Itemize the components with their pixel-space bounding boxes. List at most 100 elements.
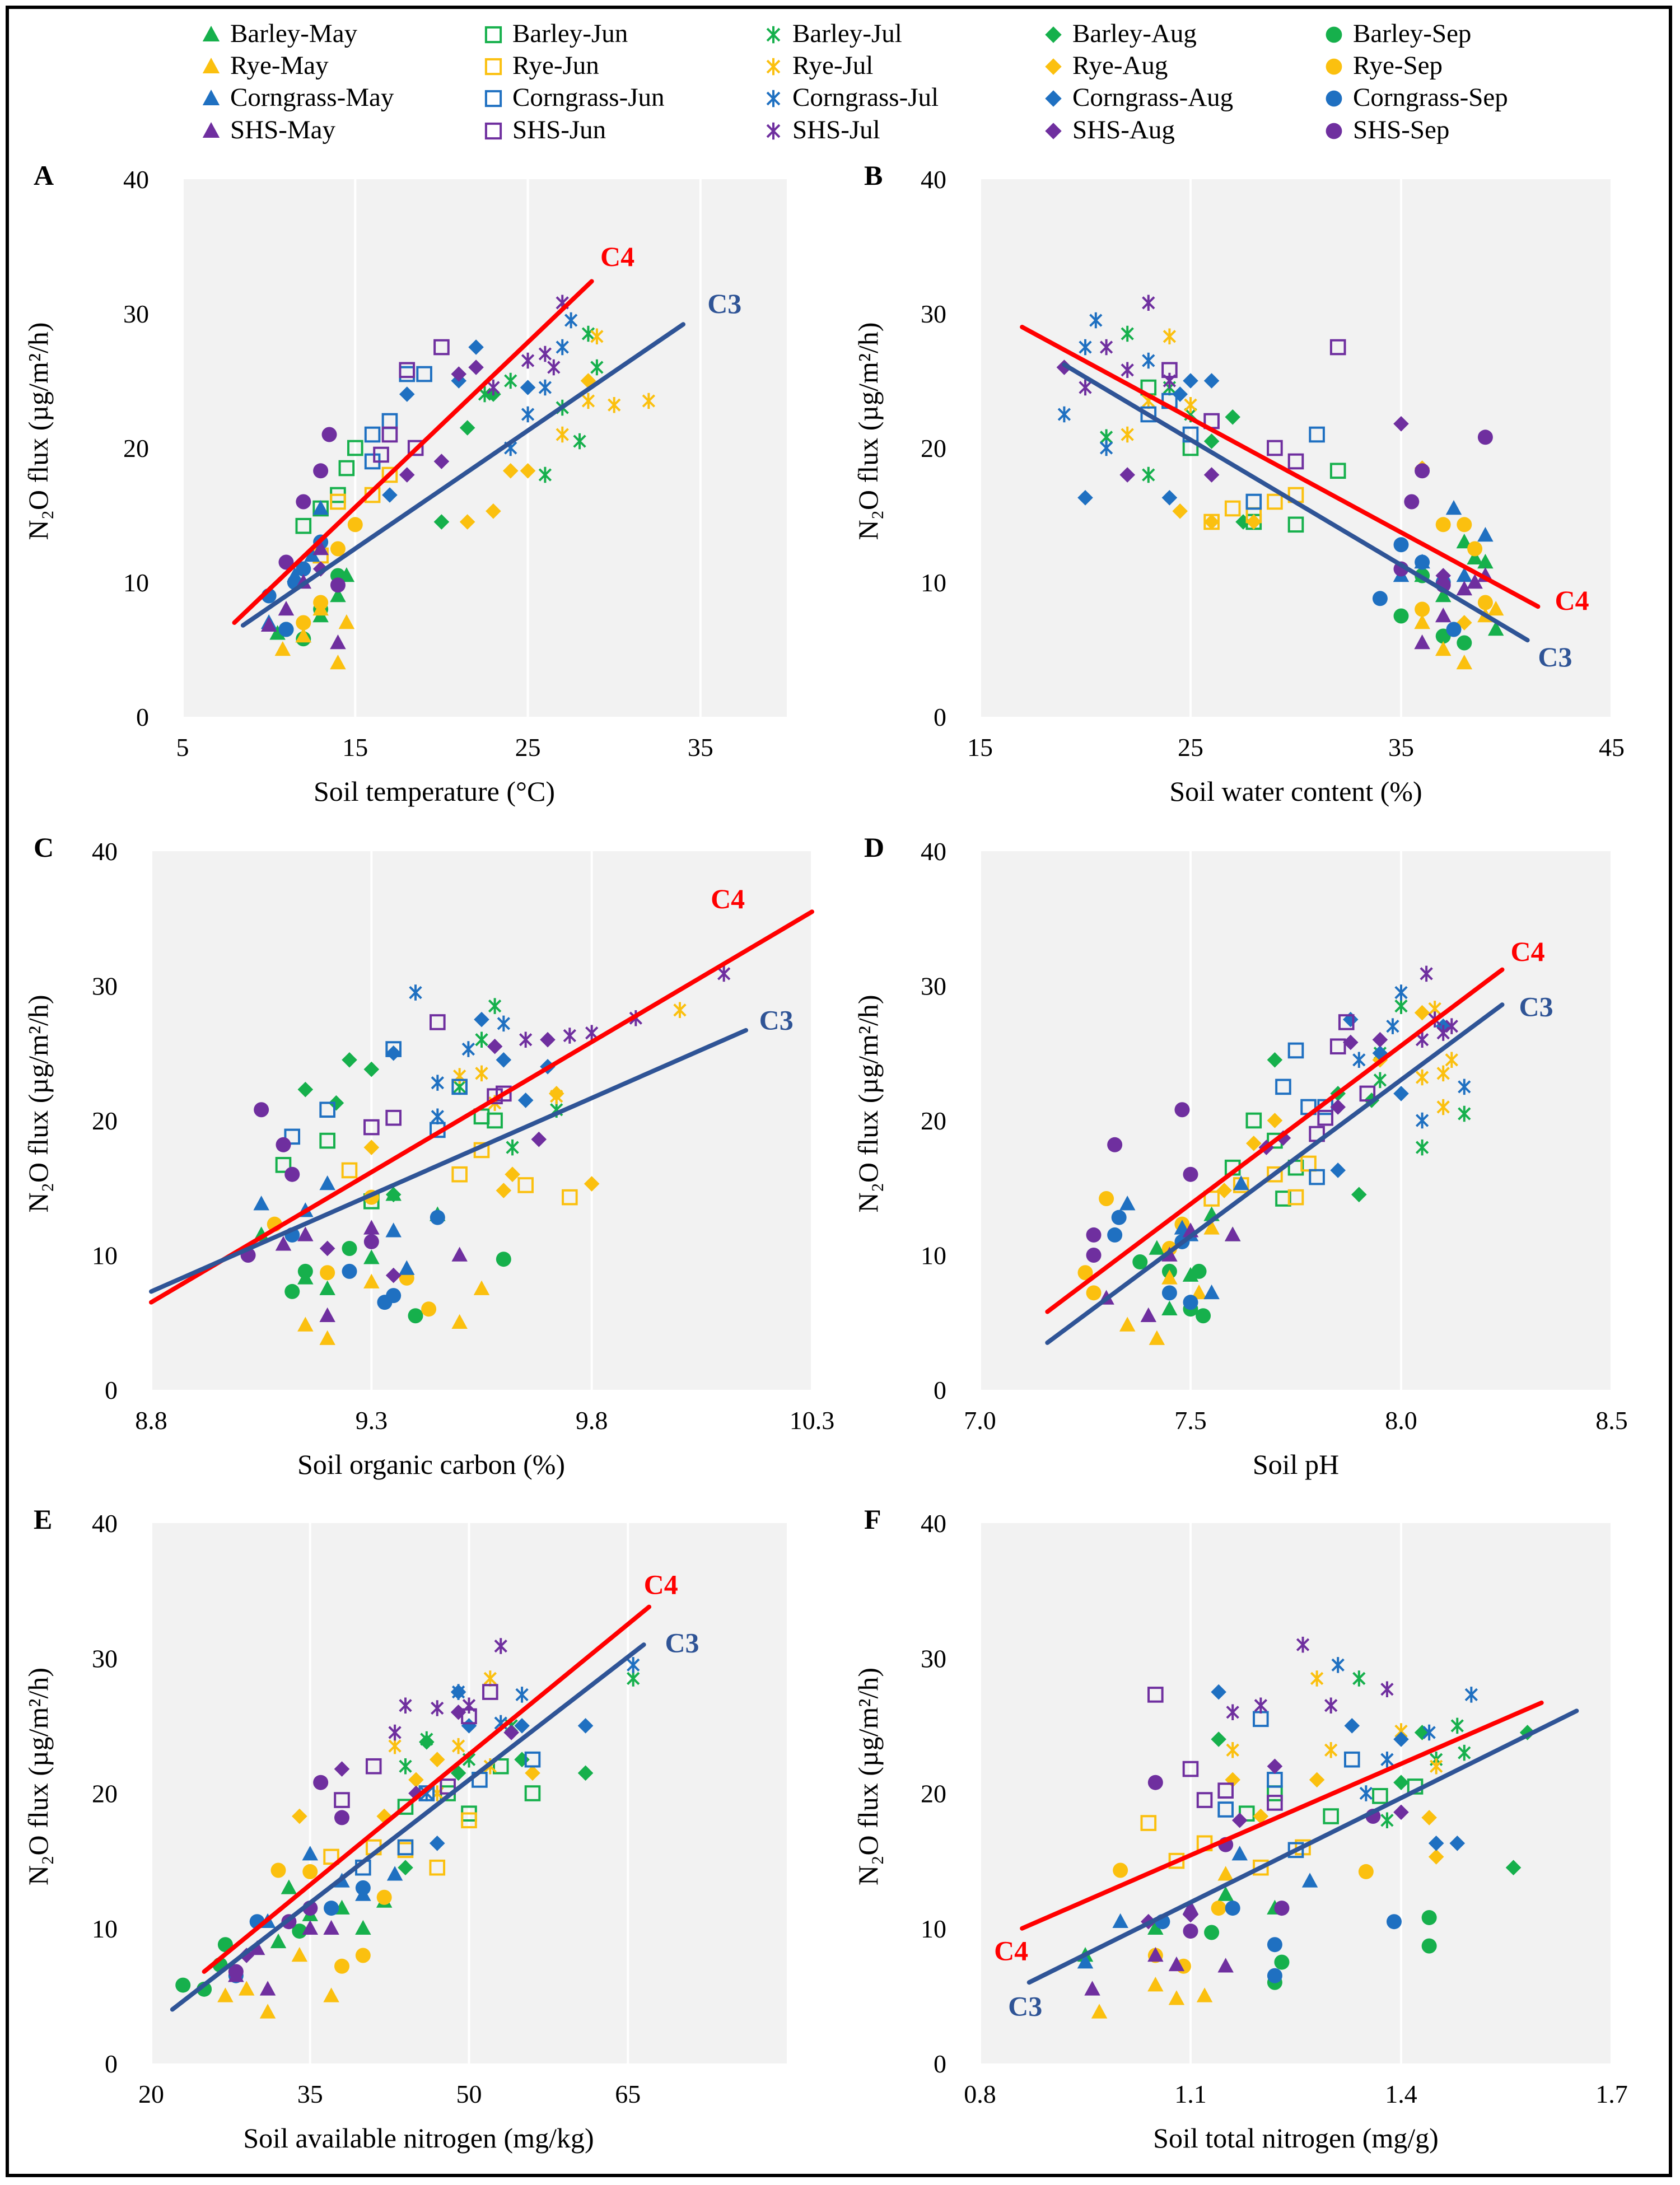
data-point [381, 426, 398, 443]
data-point [319, 1240, 335, 1257]
data-point [363, 1249, 380, 1264]
data-point [1147, 1687, 1164, 1703]
data-point [399, 362, 416, 379]
data-point [502, 463, 519, 479]
data-point [562, 1189, 578, 1206]
data-point [1168, 1990, 1185, 2005]
data-point [1458, 1105, 1471, 1122]
data-point [334, 1810, 349, 1825]
data-point [1359, 1785, 1373, 1801]
data-point [249, 1940, 265, 1955]
data-point [1477, 527, 1494, 542]
legend-label: SHS-Sep [1353, 115, 1450, 144]
y-tick-label: 30 [123, 300, 149, 328]
fit-line-c3 [1045, 1002, 1505, 1345]
x-tick-label: 0.8 [964, 2080, 996, 2108]
data-point [556, 339, 569, 356]
x-tick-label: 20 [138, 2080, 164, 2108]
data-point [320, 1265, 335, 1281]
data-point [319, 1101, 335, 1118]
data-point [496, 1183, 512, 1198]
data-point [363, 1273, 380, 1288]
legend-label: Barley-Sep [1353, 19, 1472, 48]
data-point [1310, 1670, 1324, 1687]
data-point [1211, 1731, 1226, 1747]
data-point [581, 393, 595, 409]
data-point [486, 503, 501, 519]
x-tick-label: 9.8 [576, 1406, 608, 1435]
data-point [409, 984, 422, 1001]
data-point [474, 1011, 489, 1028]
legend-marker [484, 90, 502, 108]
data-point [334, 1958, 349, 1974]
data-point [1436, 1065, 1450, 1082]
data-point [478, 386, 492, 403]
data-point [1372, 591, 1388, 606]
data-point [355, 1880, 371, 1895]
data-point [1287, 1842, 1304, 1859]
y-tick-label: 30 [921, 300, 946, 328]
data-point [1287, 453, 1304, 470]
y-tick-label: 20 [92, 1106, 118, 1135]
x-tick-label: 8.8 [135, 1406, 167, 1435]
data-point [355, 1920, 371, 1935]
data-point [1352, 1052, 1366, 1068]
data-point [1196, 1308, 1211, 1324]
data-point [1147, 1947, 1164, 1962]
data-point [312, 540, 329, 555]
y-tick-label: 10 [92, 1241, 118, 1270]
data-point [1119, 1196, 1136, 1211]
data-point [270, 1933, 287, 1949]
data-point [319, 1307, 335, 1322]
data-point [1191, 1263, 1207, 1279]
legend-marker [484, 122, 502, 140]
x-tick-label: 1.7 [1595, 2080, 1628, 2108]
data-point [1217, 1782, 1234, 1799]
legend-item: SHS-Jun [480, 115, 606, 145]
data-point [1309, 1169, 1325, 1185]
data-point [1111, 1210, 1127, 1225]
data-point [450, 1684, 466, 1700]
data-point [1132, 1254, 1148, 1270]
x-tick-label: 15 [342, 733, 368, 762]
data-point [492, 1758, 509, 1775]
data-point [1057, 406, 1071, 423]
data-point [497, 1015, 511, 1032]
data-point [1119, 467, 1135, 483]
data-point [1436, 1099, 1450, 1115]
data-point [274, 641, 291, 656]
data-point [1380, 1681, 1394, 1697]
data-point [1225, 409, 1240, 425]
data-point [450, 1704, 466, 1720]
data-point [1445, 1052, 1458, 1068]
fit-label-c4: C4 [711, 883, 745, 914]
data-point [1404, 494, 1420, 510]
data-point [1456, 534, 1473, 549]
legend-marker [202, 58, 220, 73]
x-tick-label: 10.3 [790, 1406, 835, 1435]
data-point [1231, 1812, 1248, 1828]
data-point [1458, 1744, 1471, 1761]
legend-marker-icon [1045, 58, 1062, 75]
y-tick-label: 10 [921, 568, 946, 597]
data-point [1183, 1907, 1198, 1923]
y-tick-label: 40 [92, 1509, 118, 1538]
data-point [319, 1330, 335, 1345]
data-point [1147, 1775, 1163, 1790]
legend-item: Rye-Jul [760, 50, 873, 81]
data-point [1203, 433, 1220, 449]
data-point [1121, 426, 1134, 443]
data-point [1450, 1717, 1464, 1734]
legend-marker [1045, 90, 1062, 107]
data-point [496, 1052, 512, 1068]
data-point [1414, 1005, 1430, 1021]
data-point [580, 373, 596, 389]
data-point [1140, 406, 1157, 423]
legend: Barley-May Barley-Jun Barley-Jul Barley-Aug… [0, 0, 1680, 151]
data-point [488, 998, 502, 1014]
data-point [1056, 360, 1072, 375]
data-point [1196, 1987, 1213, 2002]
data-point [1415, 1112, 1429, 1129]
data-point [451, 1738, 465, 1754]
data-point [1386, 1914, 1402, 1930]
